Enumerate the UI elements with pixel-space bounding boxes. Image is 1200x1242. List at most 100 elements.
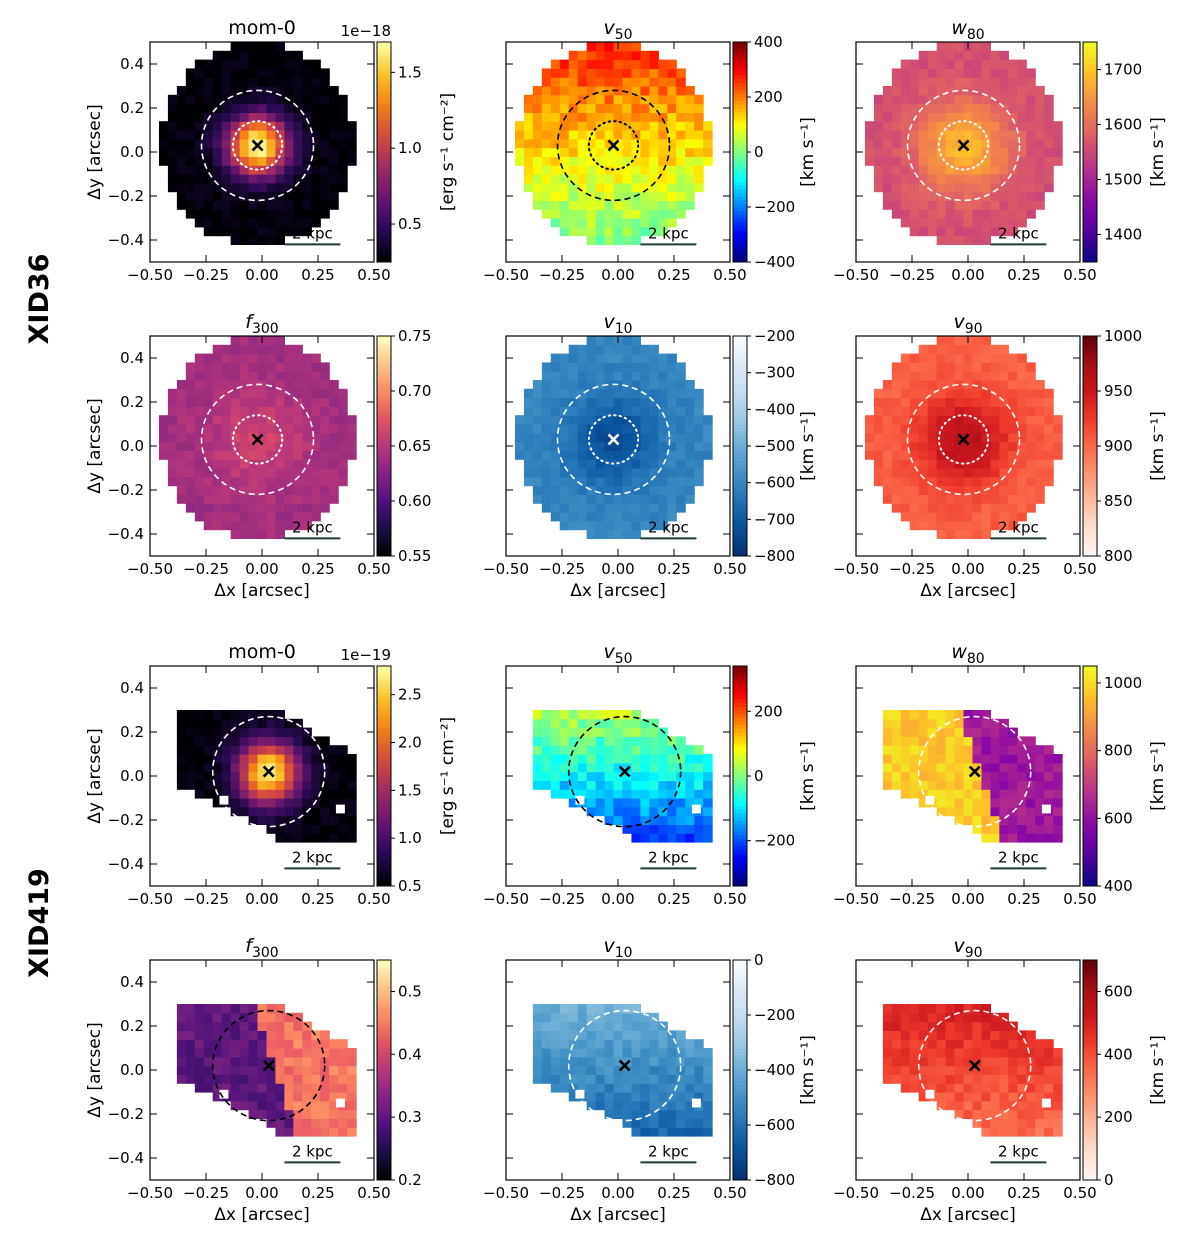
xid36-v10-colorbar-step xyxy=(733,361,747,366)
xid419-v50-colorbar-step xyxy=(733,702,747,707)
xid36-v90-pixel xyxy=(999,353,1009,363)
xid36-v50-pixel xyxy=(640,165,650,175)
xid419-v90-pixel xyxy=(882,1012,893,1023)
xid419-v50-pixel xyxy=(667,780,677,790)
xid36-v50-pixel xyxy=(667,174,677,184)
xid36-v90-pixel xyxy=(936,450,947,460)
xid36-v90-pixel xyxy=(945,450,956,460)
xid36-v90-pixel xyxy=(1035,494,1045,504)
xid36-v50-pixel xyxy=(595,174,606,184)
xid36-v10-xtick-label: 0.25 xyxy=(657,560,690,578)
xid419-v10-colorbar-step xyxy=(733,1169,747,1174)
xid36-v50-pixel xyxy=(595,147,606,157)
xid419-v10-pixel xyxy=(667,1065,677,1075)
xid419-v90-pixel xyxy=(1008,1056,1018,1067)
xid36-mom0-pixel xyxy=(185,121,196,131)
xid419-mom0-colorbar-step xyxy=(377,732,391,737)
xid36-v50-pixel xyxy=(568,112,579,122)
xid419-w80-pixel xyxy=(945,762,956,773)
xid36-w80-colorbar-step xyxy=(1083,251,1097,256)
xid36-v90-pixel xyxy=(927,415,938,425)
xid419-w80-pixel xyxy=(909,727,920,737)
xid419-w80-pixel xyxy=(972,754,983,764)
xid36-v90-pixel xyxy=(936,468,947,478)
xid419-v50-colorbar-step xyxy=(733,860,747,865)
xid36-v90-colorbar-step xyxy=(1083,409,1097,414)
xid419-v50-pixel xyxy=(694,833,704,843)
xid36-v50-pixel xyxy=(613,218,624,228)
xid36-v50-pixel xyxy=(622,235,633,245)
xid419-w80-colorbar-step xyxy=(1083,853,1097,858)
xid36-f300-pixel xyxy=(248,344,259,355)
xid419-v90-pixel xyxy=(891,1074,902,1084)
xid419-v10-pixel xyxy=(613,1039,624,1049)
xid419-v10-colorbar-step xyxy=(733,1114,747,1119)
xid419-w80-colorbar-step xyxy=(1083,856,1097,861)
xid36-w80-pixel xyxy=(945,59,956,69)
xid36-w80-pixel xyxy=(882,112,893,122)
xid419-mom0-pixel xyxy=(320,754,330,764)
xid36-f300-pixel xyxy=(311,485,321,495)
xid36-w80-pixel xyxy=(927,138,938,149)
xid419-mom0-colorbar-step xyxy=(377,765,391,770)
xid36-f300-pixel xyxy=(284,432,294,443)
xid419-v90-pixel xyxy=(891,1065,902,1075)
xid36-v50-colorbar-step xyxy=(733,141,747,146)
xid419-v90-pixel xyxy=(1035,1127,1045,1137)
xid419-v10-colorbar-step xyxy=(733,1110,747,1115)
xid419-mom0-pixel xyxy=(293,718,303,729)
xid419-v50-pixel xyxy=(568,754,579,764)
xid419-v10-pixel xyxy=(568,1030,579,1040)
xid36-v10-pixel xyxy=(667,362,677,372)
xid36-mom0-pixel xyxy=(167,147,178,157)
xid36-v50-colorbar-step xyxy=(733,247,747,252)
xid36-f300-pixel xyxy=(257,529,268,539)
xid36-w80-pixel xyxy=(927,200,938,210)
xid36-w80-pixel xyxy=(936,103,947,113)
xid36-v90-pixel xyxy=(873,388,884,399)
xid36-f300-pixel xyxy=(338,432,348,443)
xid36-mom0-pixel xyxy=(320,147,330,157)
xid419-v50-pixel xyxy=(640,736,650,746)
xid36-v50-pixel xyxy=(613,209,624,219)
xid419-f300-pixel xyxy=(212,1092,223,1102)
xid419-mom0-colorbar: 0.51.01.52.02.5[erg s⁻¹ cm⁻²]1e−19 xyxy=(341,646,458,895)
xid36-f300-pixel xyxy=(275,520,285,531)
xid36-v90-pixel xyxy=(999,441,1009,451)
xid36-w80-pixel xyxy=(1017,130,1027,140)
xid36-w80-pixel xyxy=(972,112,983,122)
xid36-v50-pixel xyxy=(568,165,579,175)
xid419-mom0-pixel xyxy=(293,806,303,817)
xid36-f300-pixel xyxy=(239,406,250,416)
xid419-f300-colorbar-step xyxy=(377,967,391,972)
xid36-w80-colorbar-step xyxy=(1083,82,1097,87)
xid419-v50-pixel xyxy=(658,762,668,773)
xid419-mom0-pixel xyxy=(293,771,303,781)
xid419-mom0-xtick-label: 0.50 xyxy=(357,890,390,908)
xid36-w80-colorbar-step xyxy=(1083,115,1097,120)
xid36-v10-xtick-label: −0.50 xyxy=(483,560,529,578)
xid419-w80-pixel xyxy=(954,754,965,764)
xid419-w80-colorbar-step xyxy=(1083,739,1097,744)
xid36-f300-pixel xyxy=(266,494,277,504)
xid36-mom0-pixel xyxy=(257,226,268,237)
xid36-v10-pixel xyxy=(676,380,686,390)
xid36-v50-colorbar-step xyxy=(733,152,747,157)
xid419-v90-pixel xyxy=(1044,1074,1054,1084)
xid419-w80-pixel xyxy=(927,745,938,755)
xid36-v10-pixel xyxy=(649,459,659,469)
xid419-v10-pixel xyxy=(559,1083,570,1093)
xid36-v10-pixel xyxy=(694,468,704,478)
xid419-v90-pixel xyxy=(945,1021,956,1031)
xid419-w80-colorbar-step xyxy=(1083,860,1097,865)
xid419-v50-pixel xyxy=(631,745,641,755)
xid36-v50-pixel xyxy=(640,182,650,193)
xid36-mom0-pixel xyxy=(275,226,285,237)
xid419-f300-colorbar-step xyxy=(377,1015,391,1020)
xid419-v90-pixel xyxy=(990,1100,1000,1111)
xid419-w80-pixel xyxy=(1044,780,1054,790)
xid36-w80-pixel xyxy=(1008,94,1018,105)
xid36-v10-pixel xyxy=(658,424,668,434)
xid36-mom0-pixel xyxy=(167,156,178,166)
xid36-mom0-pixel xyxy=(185,174,196,184)
